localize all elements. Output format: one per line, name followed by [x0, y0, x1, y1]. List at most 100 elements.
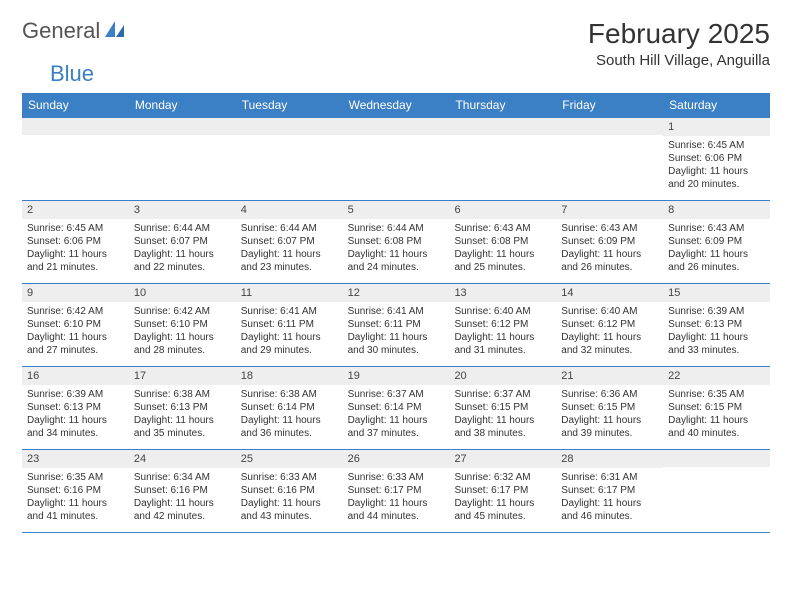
day-cell: 11Sunrise: 6:41 AMSunset: 6:11 PMDayligh…	[236, 284, 343, 366]
day-details: Sunrise: 6:38 AMSunset: 6:14 PMDaylight:…	[236, 385, 343, 444]
day-cell: 13Sunrise: 6:40 AMSunset: 6:12 PMDayligh…	[449, 284, 556, 366]
sunrise-line: Sunrise: 6:42 AM	[27, 305, 124, 318]
sunset-line: Sunset: 6:12 PM	[561, 318, 658, 331]
sunset-line: Sunset: 6:11 PM	[241, 318, 338, 331]
sunrise-line: Sunrise: 6:40 AM	[561, 305, 658, 318]
week-row: 9Sunrise: 6:42 AMSunset: 6:10 PMDaylight…	[22, 283, 770, 366]
day-number: 9	[22, 284, 129, 302]
day-cell: 5Sunrise: 6:44 AMSunset: 6:08 PMDaylight…	[343, 201, 450, 283]
sunset-line: Sunset: 6:15 PM	[454, 401, 551, 414]
daylight-line: Daylight: 11 hours and 29 minutes.	[241, 331, 338, 357]
sunrise-line: Sunrise: 6:40 AM	[454, 305, 551, 318]
title-block: February 2025 South Hill Village, Anguil…	[588, 18, 770, 69]
sunrise-line: Sunrise: 6:43 AM	[454, 222, 551, 235]
day-cell: 10Sunrise: 6:42 AMSunset: 6:10 PMDayligh…	[129, 284, 236, 366]
day-cell	[556, 118, 663, 200]
month-title: February 2025	[588, 18, 770, 50]
daylight-line: Daylight: 11 hours and 27 minutes.	[27, 331, 124, 357]
day-number: 6	[449, 201, 556, 219]
sunrise-line: Sunrise: 6:38 AM	[134, 388, 231, 401]
day-cell: 3Sunrise: 6:44 AMSunset: 6:07 PMDaylight…	[129, 201, 236, 283]
sunset-line: Sunset: 6:16 PM	[27, 484, 124, 497]
day-details: Sunrise: 6:41 AMSunset: 6:11 PMDaylight:…	[343, 302, 450, 361]
day-cell	[449, 118, 556, 200]
day-number: 16	[22, 367, 129, 385]
day-number: 1	[663, 118, 770, 136]
day-number: 2	[22, 201, 129, 219]
day-cell: 7Sunrise: 6:43 AMSunset: 6:09 PMDaylight…	[556, 201, 663, 283]
sunset-line: Sunset: 6:09 PM	[561, 235, 658, 248]
day-cell: 2Sunrise: 6:45 AMSunset: 6:06 PMDaylight…	[22, 201, 129, 283]
daylight-line: Daylight: 11 hours and 32 minutes.	[561, 331, 658, 357]
day-cell: 4Sunrise: 6:44 AMSunset: 6:07 PMDaylight…	[236, 201, 343, 283]
sunset-line: Sunset: 6:10 PM	[134, 318, 231, 331]
day-cell: 6 Sunrise: 6:43 AMSunset: 6:08 PMDaylight…	[449, 201, 556, 283]
day-number: 11	[236, 284, 343, 302]
day-details: Sunrise: 6:39 AMSunset: 6:13 PMDaylight:…	[663, 302, 770, 361]
day-number: 10	[129, 284, 236, 302]
daylight-line: Daylight: 11 hours and 41 minutes.	[27, 497, 124, 523]
sunset-line: Sunset: 6:17 PM	[348, 484, 445, 497]
day-number: 5	[343, 201, 450, 219]
day-details: Sunrise: 6:42 AMSunset: 6:10 PMDaylight:…	[129, 302, 236, 361]
day-cell	[343, 118, 450, 200]
sunrise-line: Sunrise: 6:33 AM	[348, 471, 445, 484]
day-cell: 16Sunrise: 6:39 AMSunset: 6:13 PMDayligh…	[22, 367, 129, 449]
sunrise-line: Sunrise: 6:32 AM	[454, 471, 551, 484]
daylight-line: Daylight: 11 hours and 36 minutes.	[241, 414, 338, 440]
day-number: 3	[129, 201, 236, 219]
daylight-line: Daylight: 11 hours and 35 minutes.	[134, 414, 231, 440]
day-cell: 26 Sunrise: 6:33 AMSunset: 6:17 PMDayligh…	[343, 450, 450, 532]
daylight-line: Daylight: 11 hours and 22 minutes.	[134, 248, 231, 274]
day-details: Sunrise: 6:45 AMSunset: 6:06 PMDaylight:…	[663, 136, 770, 195]
day-number: 26	[343, 450, 450, 468]
sunrise-line: Sunrise: 6:39 AM	[668, 305, 765, 318]
sunset-line: Sunset: 6:08 PM	[454, 235, 551, 248]
daylight-line: Daylight: 11 hours and 26 minutes.	[668, 248, 765, 274]
daylight-line: Daylight: 11 hours and 24 minutes.	[348, 248, 445, 274]
week-row: 2Sunrise: 6:45 AMSunset: 6:06 PMDaylight…	[22, 200, 770, 283]
weekday-tue: Tuesday	[236, 93, 343, 117]
day-cell: 19Sunrise: 6:37 AMSunset: 6:14 PMDayligh…	[343, 367, 450, 449]
daylight-line: Daylight: 11 hours and 20 minutes.	[668, 165, 765, 191]
calendar: Sunday Monday Tuesday Wednesday Thursday…	[22, 93, 770, 533]
day-cell: 18Sunrise: 6:38 AMSunset: 6:14 PMDayligh…	[236, 367, 343, 449]
day-cell: 14Sunrise: 6:40 AMSunset: 6:12 PMDayligh…	[556, 284, 663, 366]
day-details: Sunrise: 6:36 AMSunset: 6:15 PMDaylight:…	[556, 385, 663, 444]
day-cell: 20Sunrise: 6:37 AMSunset: 6:15 PMDayligh…	[449, 367, 556, 449]
day-number: 13	[449, 284, 556, 302]
daylight-line: Daylight: 11 hours and 44 minutes.	[348, 497, 445, 523]
day-details: Sunrise: 6:44 AMSunset: 6:07 PMDaylight:…	[236, 219, 343, 278]
day-details: Sunrise: 6:44 AMSunset: 6:07 PMDaylight:…	[129, 219, 236, 278]
day-cell: 27Sunrise: 6:32 AMSunset: 6:17 PMDayligh…	[449, 450, 556, 532]
logo-sail-icon	[104, 20, 126, 43]
day-details: Sunrise: 6:43 AMSunset: 6:09 PMDaylight:…	[556, 219, 663, 278]
daylight-line: Daylight: 11 hours and 26 minutes.	[561, 248, 658, 274]
day-details: Sunrise: 6:39 AMSunset: 6:13 PMDaylight:…	[22, 385, 129, 444]
sunrise-line: Sunrise: 6:43 AM	[561, 222, 658, 235]
sunrise-line: Sunrise: 6:43 AM	[668, 222, 765, 235]
day-number: 21	[556, 367, 663, 385]
sunrise-line: Sunrise: 6:37 AM	[348, 388, 445, 401]
day-details: Sunrise: 6:31 AMSunset: 6:17 PMDaylight:…	[556, 468, 663, 527]
day-number: 22	[663, 367, 770, 385]
day-number: 27	[449, 450, 556, 468]
weekday-mon: Monday	[129, 93, 236, 117]
sunrise-line: Sunrise: 6:45 AM	[668, 139, 765, 152]
sunset-line: Sunset: 6:15 PM	[561, 401, 658, 414]
day-cell: 12Sunrise: 6:41 AMSunset: 6:11 PMDayligh…	[343, 284, 450, 366]
weekday-fri: Friday	[556, 93, 663, 117]
sunset-line: Sunset: 6:12 PM	[454, 318, 551, 331]
day-cell: 1Sunrise: 6:45 AMSunset: 6:06 PMDaylight…	[663, 118, 770, 200]
day-cell: 23Sunrise: 6:35 AMSunset: 6:16 PMDayligh…	[22, 450, 129, 532]
daylight-line: Daylight: 11 hours and 30 minutes.	[348, 331, 445, 357]
day-cell: 21Sunrise: 6:36 AMSunset: 6:15 PMDayligh…	[556, 367, 663, 449]
sunrise-line: Sunrise: 6:37 AM	[454, 388, 551, 401]
day-cell: 24Sunrise: 6:34 AMSunset: 6:16 PMDayligh…	[129, 450, 236, 532]
sunrise-line: Sunrise: 6:39 AM	[27, 388, 124, 401]
sunset-line: Sunset: 6:16 PM	[241, 484, 338, 497]
sunset-line: Sunset: 6:06 PM	[668, 152, 765, 165]
day-cell	[129, 118, 236, 200]
daylight-line: Daylight: 11 hours and 25 minutes.	[454, 248, 551, 274]
daylight-line: Daylight: 11 hours and 33 minutes.	[668, 331, 765, 357]
